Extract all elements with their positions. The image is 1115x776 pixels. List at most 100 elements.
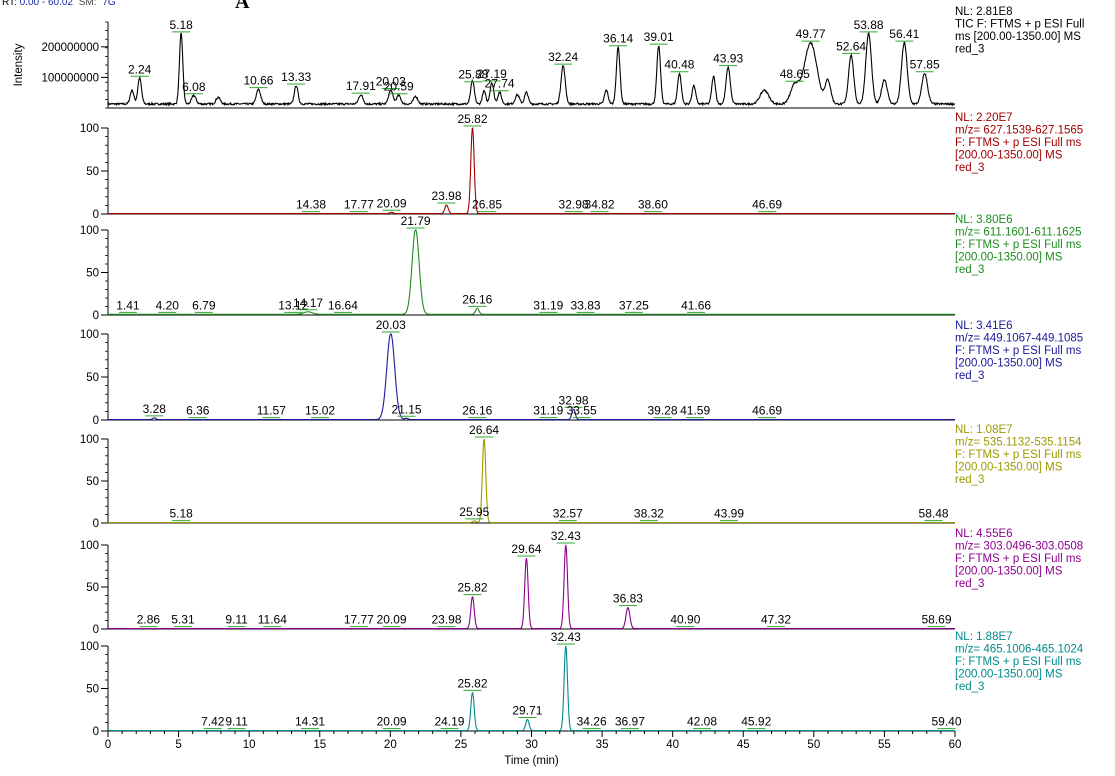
peak-label: 13.12 — [278, 298, 308, 312]
legend-text: red_3 — [955, 44, 984, 56]
peak-label: 36.83 — [613, 592, 643, 606]
peak-label: 58.69 — [921, 613, 951, 627]
legend-text: red_3 — [955, 162, 984, 174]
legend-text: ms [200.00-1350.00] MS — [955, 31, 1081, 43]
trace-line — [108, 333, 955, 421]
peak-label: 14.17 — [293, 296, 323, 310]
legend-text: F: FTMS + p ESI Full ms — [955, 137, 1081, 149]
legend-text: NL: 4.55E6 — [955, 528, 1013, 540]
x-tick-label: 60 — [949, 739, 962, 751]
peak-label: 21.79 — [401, 214, 431, 228]
legend-text: m/z= 465.1006-465.1024 — [955, 644, 1084, 656]
peak-label: 59.40 — [932, 715, 962, 729]
y-tick-label: 0 — [93, 415, 99, 427]
y-tick-label: 100 — [80, 123, 99, 135]
y-tick-label: 50 — [86, 372, 99, 384]
legend-text: NL: 3.41E6 — [955, 320, 1013, 332]
peak-label: 23.98 — [432, 613, 462, 627]
peak-label: 58.48 — [919, 507, 949, 521]
peak-label: 15.02 — [305, 404, 335, 418]
y-tick-label: 100 — [80, 641, 99, 653]
peak-label: 25.82 — [457, 112, 487, 126]
peak-label: 49.77 — [796, 27, 826, 41]
trace-line — [108, 229, 955, 315]
peak-label: 32.43 — [551, 630, 581, 644]
peak-label: 27.19 — [477, 67, 507, 81]
peak-label: 20.03 — [376, 75, 406, 89]
peak-label: 25.95 — [459, 505, 489, 519]
legend-text: m/z= 535.1132-535.1154 — [955, 437, 1082, 449]
peak-label: 17.77 — [344, 198, 374, 212]
y-tick-label: 100 — [80, 540, 99, 552]
legend-text: red_3 — [955, 474, 984, 486]
peak-label: 32.98 — [559, 393, 589, 407]
peak-label: 57.85 — [910, 58, 940, 72]
peak-label: 4.20 — [156, 298, 180, 312]
peak-label: 46.69 — [752, 404, 782, 418]
x-tick-label: 0 — [105, 739, 111, 751]
peak-label: 11.64 — [258, 613, 287, 627]
legend-text: [200.00-1350.00] MS — [955, 150, 1063, 162]
peak-label: 6.79 — [192, 298, 216, 312]
x-tick-label: 30 — [525, 739, 538, 751]
y-tick-label: 100 — [80, 225, 99, 237]
peak-label: 34.82 — [585, 198, 615, 212]
peak-label: 38.60 — [638, 198, 668, 212]
legend-text: F: FTMS + p ESI Full ms — [955, 345, 1081, 357]
y-tick-label: 0 — [93, 726, 99, 738]
legend-text: NL: 1.08E7 — [955, 424, 1013, 436]
y-tick-label: 200000000 — [41, 42, 99, 54]
peak-label: 41.66 — [681, 298, 711, 312]
peak-label: 36.97 — [615, 715, 645, 729]
legend-text: m/z= 449.1067-449.1085 — [955, 333, 1083, 345]
peak-label: 5.18 — [169, 507, 193, 521]
peak-label: 27.74 — [485, 77, 515, 91]
peak-label: 25.88 — [458, 68, 488, 82]
peak-label: 20.09 — [377, 196, 407, 210]
peak-label: 29.71 — [512, 704, 542, 718]
peak-label: 32.43 — [551, 529, 581, 543]
x-tick-label: 50 — [807, 739, 820, 751]
peak-label: 21.15 — [392, 402, 422, 416]
y-tick-label: 0 — [93, 310, 99, 322]
trace-line — [108, 544, 955, 630]
x-tick-label: 55 — [878, 739, 891, 751]
peak-label: 2.86 — [137, 613, 161, 627]
peak-label: 10.66 — [243, 74, 273, 88]
peak-label: 56.41 — [889, 27, 919, 41]
x-tick-label: 45 — [737, 739, 750, 751]
y-tick-label: 0 — [93, 209, 99, 221]
peak-label: 20.09 — [377, 613, 407, 627]
y-tick-label: 0 — [93, 624, 99, 636]
peak-label: 46.69 — [752, 198, 782, 212]
legend-text: F: FTMS + p ESI Full ms — [955, 449, 1081, 461]
x-axis-title: Time (min) — [504, 755, 559, 767]
peak-label: 17.91 — [346, 79, 376, 93]
legend-text: red_3 — [955, 264, 984, 276]
peak-label: 53.88 — [854, 18, 884, 32]
peak-label: 43.93 — [713, 52, 743, 66]
peak-label: 14.38 — [296, 198, 326, 212]
peak-label: 32.98 — [559, 198, 589, 212]
peak-label: 26.85 — [472, 198, 502, 212]
legend-text: red_3 — [955, 681, 984, 693]
legend-text: m/z= 611.1601-611.1625 — [955, 227, 1082, 239]
peak-label: 34.26 — [577, 715, 607, 729]
peak-label: 7.42 — [201, 715, 225, 729]
y-tick-label: 50 — [86, 476, 99, 488]
peak-label: 33.55 — [567, 404, 597, 418]
peak-label: 33.83 — [571, 298, 601, 312]
y-axis-title: Intensity — [13, 43, 25, 86]
peak-label: 20.03 — [376, 318, 406, 332]
x-tick-label: 5 — [175, 739, 181, 751]
peak-label: 9.11 — [225, 613, 248, 627]
legend-text: [200.00-1350.00] MS — [955, 462, 1063, 474]
legend-text: [200.00-1350.00] MS — [955, 669, 1063, 681]
peak-label: 32.24 — [548, 50, 578, 64]
panel-mark: A — [235, 0, 250, 13]
y-tick-label: 50 — [86, 166, 99, 178]
peak-label: 31.19 — [533, 298, 563, 312]
legend-text: red_3 — [955, 578, 984, 590]
legend-text: F: FTMS + p ESI Full ms — [955, 553, 1081, 565]
